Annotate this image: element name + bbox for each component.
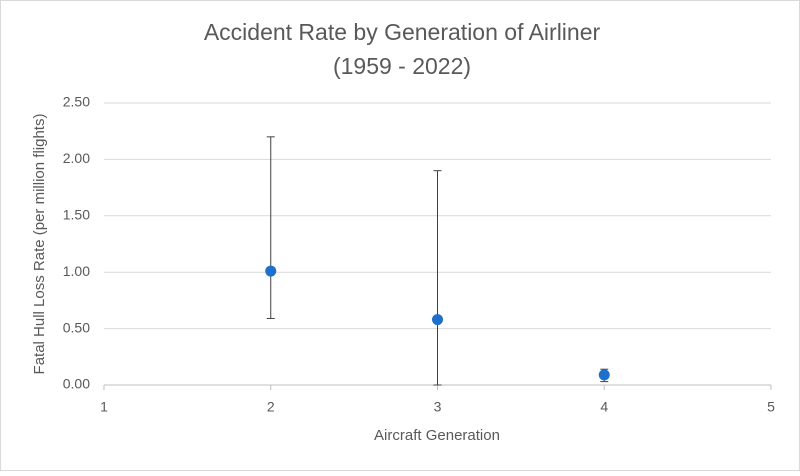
y-axis-title: Fatal Hull Loss Rate (per million flight… (31, 114, 48, 375)
x-tick-label: 2 (267, 399, 275, 415)
point (598, 369, 610, 381)
x-tick-label: 4 (600, 399, 608, 415)
y-tick-label: 0.50 (63, 319, 90, 335)
x-tick-label: 5 (767, 399, 775, 415)
error-bar (433, 170, 442, 386)
x-axis-title: Aircraft Generation (374, 427, 500, 444)
y-tick-label: 0.00 (63, 376, 90, 392)
y-tick-label: 1.00 (63, 263, 90, 279)
point (432, 314, 443, 326)
point (265, 265, 277, 277)
y-tick-label: 1.50 (63, 207, 90, 223)
x-tick-label: 1 (100, 399, 108, 415)
chart-title: Accident Rate by Generation of Airliner (204, 19, 601, 45)
x-tick-label: 3 (434, 399, 442, 415)
y-tick-label: 2.00 (63, 150, 90, 166)
error-bar (266, 136, 275, 319)
y-tick-label: 2.50 (63, 94, 90, 110)
chart-subtitle: (1959 - 2022) (333, 53, 471, 79)
